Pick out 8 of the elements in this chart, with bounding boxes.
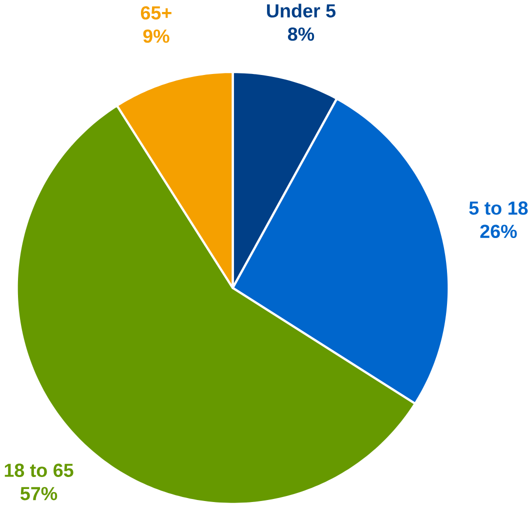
data-label: 8%: [288, 27, 314, 41]
slice-label: 5 to 18: [469, 201, 528, 215]
slice-label: 65+: [140, 6, 172, 20]
data-label: 57%: [20, 486, 58, 500]
data-label: 26%: [480, 224, 517, 238]
slice-label: 18 to 65: [4, 464, 74, 477]
slice-label: Under 5: [267, 4, 336, 18]
data-label: 9%: [143, 29, 170, 43]
